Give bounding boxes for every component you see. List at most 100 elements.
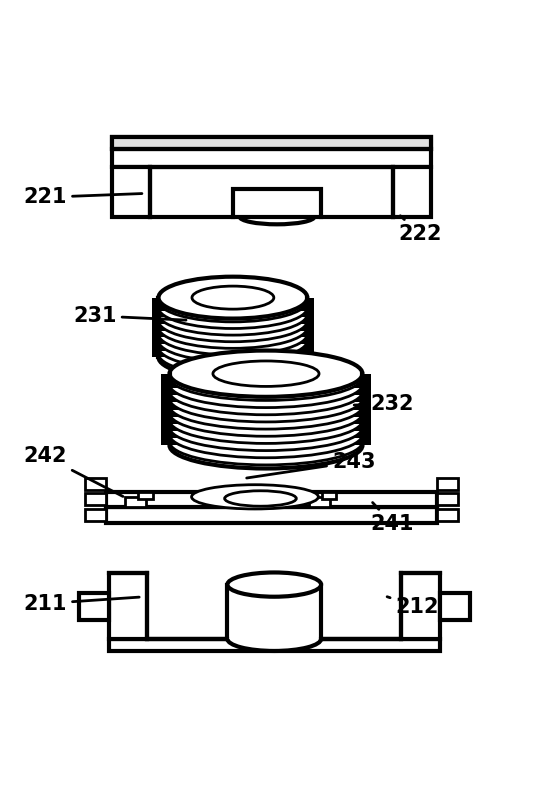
Ellipse shape	[170, 411, 362, 457]
Bar	[301, 344, 314, 351]
Bar	[161, 402, 178, 410]
Ellipse shape	[158, 280, 307, 322]
Ellipse shape	[158, 300, 307, 342]
Ellipse shape	[170, 375, 362, 422]
Ellipse shape	[158, 287, 307, 328]
Bar	[79, 593, 109, 620]
Ellipse shape	[158, 293, 307, 335]
Bar	[125, 497, 146, 507]
Bar	[301, 304, 314, 311]
Ellipse shape	[170, 361, 362, 407]
Ellipse shape	[192, 485, 319, 509]
Bar	[354, 410, 371, 417]
Bar	[161, 388, 178, 395]
Bar	[401, 573, 440, 639]
Bar	[152, 317, 165, 324]
Bar	[152, 331, 165, 337]
Bar	[85, 508, 106, 521]
Bar	[301, 331, 314, 337]
Bar	[437, 478, 458, 490]
Bar	[152, 337, 165, 344]
Ellipse shape	[170, 397, 362, 443]
Bar	[301, 351, 314, 357]
Text: 212: 212	[387, 597, 439, 617]
Text: 222: 222	[398, 216, 442, 244]
Ellipse shape	[192, 286, 274, 309]
Bar	[106, 507, 437, 523]
Bar	[161, 395, 178, 402]
Bar	[161, 431, 178, 438]
Bar	[230, 492, 244, 499]
Text: 231: 231	[73, 306, 186, 326]
Ellipse shape	[158, 320, 307, 362]
Bar	[354, 374, 371, 381]
Bar	[440, 593, 470, 620]
Bar	[301, 324, 314, 331]
Bar	[152, 351, 165, 357]
Bar	[112, 136, 432, 167]
Bar	[301, 311, 314, 317]
Bar	[161, 374, 178, 381]
Bar	[138, 492, 153, 499]
Bar	[437, 508, 458, 521]
Bar	[161, 381, 178, 388]
Bar	[152, 344, 165, 351]
Bar	[309, 497, 330, 507]
Ellipse shape	[158, 277, 307, 319]
Ellipse shape	[170, 418, 362, 465]
Bar	[109, 573, 147, 639]
Bar	[233, 189, 321, 217]
Bar	[217, 497, 238, 507]
Bar	[112, 136, 432, 149]
Bar	[109, 639, 440, 651]
Bar	[112, 167, 150, 217]
Ellipse shape	[213, 361, 319, 387]
Text: 241: 241	[371, 503, 414, 534]
Ellipse shape	[170, 351, 362, 397]
Bar	[301, 297, 314, 304]
Ellipse shape	[170, 390, 362, 436]
Bar	[161, 417, 178, 424]
Bar	[152, 304, 165, 311]
Bar	[354, 381, 371, 388]
Bar	[161, 410, 178, 417]
Ellipse shape	[170, 422, 362, 469]
Bar	[393, 167, 432, 217]
Bar	[161, 438, 178, 446]
Bar	[437, 493, 458, 505]
Ellipse shape	[158, 336, 307, 378]
Ellipse shape	[158, 306, 307, 348]
Bar	[152, 324, 165, 331]
Bar	[354, 388, 371, 395]
Bar	[301, 337, 314, 344]
Ellipse shape	[170, 354, 362, 400]
Ellipse shape	[158, 326, 307, 368]
Text: 242: 242	[23, 446, 123, 497]
Ellipse shape	[170, 368, 362, 414]
Bar	[354, 424, 371, 431]
Bar	[106, 493, 437, 507]
Bar	[85, 493, 106, 505]
Ellipse shape	[170, 383, 362, 429]
Bar	[301, 317, 314, 324]
Bar	[152, 297, 165, 304]
Ellipse shape	[227, 572, 321, 597]
Ellipse shape	[170, 404, 362, 450]
Ellipse shape	[158, 313, 307, 355]
Text: 232: 232	[354, 394, 414, 414]
Ellipse shape	[158, 333, 307, 375]
Text: 211: 211	[23, 594, 139, 614]
Bar	[227, 584, 321, 639]
Bar	[354, 402, 371, 410]
Bar	[354, 417, 371, 424]
Bar	[152, 311, 165, 317]
Bar	[322, 492, 336, 499]
Ellipse shape	[227, 626, 321, 651]
Bar	[354, 395, 371, 402]
Ellipse shape	[224, 491, 296, 506]
Bar	[354, 438, 371, 446]
Text: 221: 221	[23, 187, 142, 207]
Bar	[354, 431, 371, 438]
Text: 243: 243	[247, 452, 376, 478]
Bar	[85, 478, 106, 490]
